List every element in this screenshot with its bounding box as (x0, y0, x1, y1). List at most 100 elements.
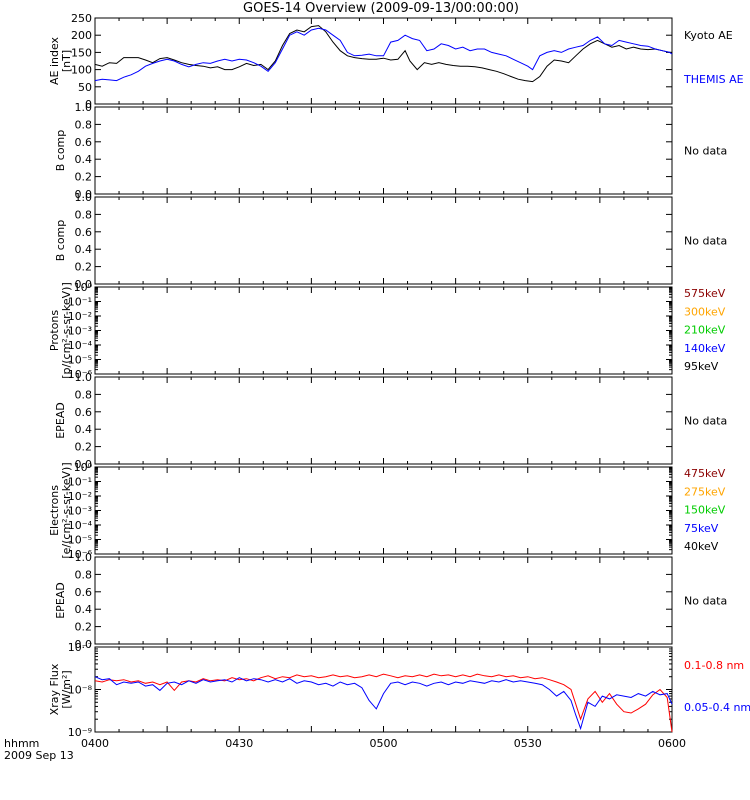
panel-frame (94, 376, 673, 465)
y-tick-label: 0.6 (75, 136, 93, 149)
panel-frame (94, 106, 673, 195)
series-legend-label: THEMIS AE (683, 73, 744, 86)
y-tick-label: 0.4 (75, 603, 93, 616)
y-tick-label: 0.4 (75, 243, 93, 256)
y-tick-label: 10⁻⁷ (68, 641, 92, 654)
y-tick-label: 1.0 (75, 551, 93, 564)
y-tick-label: 0.8 (75, 118, 93, 131)
y-tick-label: 250 (71, 12, 92, 25)
panel-frame (94, 17, 673, 105)
y-tick-label: 10⁻⁶ (68, 548, 93, 561)
y-tick-label: 0.0 (75, 278, 93, 291)
y-tick-label: 10⁻⁸ (68, 684, 93, 697)
y-axis-label-line: AE index (48, 36, 61, 85)
y-tick-label: 0.0 (75, 638, 93, 651)
y-axis-label-line: B comp (54, 130, 67, 172)
legend-label: 150keV (684, 504, 726, 517)
y-axis-label-line: EPEAD (54, 582, 67, 619)
y-axis-label-line: [nT] (60, 50, 73, 72)
y-tick-label: 0.8 (75, 568, 93, 581)
y-axis-label-line: [W/m²] (60, 670, 73, 708)
panel-8: 10⁻⁹ 10⁻⁸ 10⁻⁷ Xray Flux[W/m²] 0.1-0.8 nm 0.0… (48, 641, 750, 739)
legend-label: 300keV (684, 305, 726, 318)
no-data-label: No data (684, 415, 727, 428)
x-tick-label: 0400 (81, 737, 109, 750)
y-tick-label: 10⁻⁶ (68, 368, 93, 381)
panel-5: 0.0 0.2 0.4 0.6 0.8 1.0 EPEAD No data (54, 371, 727, 471)
y-tick-label: 0.2 (75, 621, 93, 634)
y-axis-label: B comp (54, 220, 67, 262)
series-legend-label: 0.05-0.4 nm (684, 701, 750, 714)
series-legend-label: 0.1-0.8 nm (684, 659, 744, 672)
no-data-label: No data (684, 595, 727, 608)
y-tick-label: 200 (71, 29, 92, 42)
panel-4: 10⁻⁶10⁻⁵ 10⁻⁴10⁻³ 10⁻²10⁻¹ 10⁰Protons[p/(cm… (48, 281, 726, 381)
x-tick-label: 0600 (658, 737, 686, 750)
series-line (94, 27, 673, 82)
x-tick-label: 0500 (370, 737, 398, 750)
y-tick-label: 0.0 (75, 188, 93, 201)
y-tick-label: 0.6 (75, 586, 93, 599)
y-tick-label: 10⁻³ (68, 505, 92, 518)
y-tick-label: 10⁻⁵ (68, 534, 92, 547)
x-axis-label-date: 2009 Sep 13 (4, 749, 74, 762)
x-axis: hhmm 2009 Sep 13 0400 0430 0500 0530 0600 (4, 737, 686, 762)
plot-title: GOES-14 Overview (2009-09-13/00:00:00) (243, 1, 519, 16)
y-axis-label-line: B comp (54, 220, 67, 262)
y-tick-label: 10⁻² (68, 310, 92, 323)
panels: 0 50 100 150 200 250 AE index[nT] Kyoto AE THEMI… (48, 12, 750, 739)
y-tick-label: 0.6 (75, 406, 93, 419)
y-tick-label: 100 (71, 64, 92, 77)
y-tick-label: 1.0 (75, 101, 93, 114)
series-line (94, 25, 672, 83)
y-tick-label: 0.4 (75, 153, 93, 166)
y-tick-label: 1.0 (75, 371, 93, 384)
y-tick-label: 0 (85, 98, 92, 111)
panel-frame (94, 646, 673, 733)
no-data-label: No data (684, 145, 727, 158)
legend-label: 275keV (684, 485, 726, 498)
y-tick-label: 1.0 (75, 191, 93, 204)
y-axis-label: Xray Flux[W/m²] (48, 663, 73, 715)
no-data-label: No data (684, 235, 727, 248)
legend-label: 95keV (684, 360, 719, 373)
legend-label: 210keV (684, 324, 726, 337)
y-axis-label-line: [e/(cm²-s-sr-keV)] (60, 462, 73, 558)
panel-2: 0.0 0.2 0.4 0.6 0.8 1.0 B comp No data (54, 101, 727, 201)
y-axis-label: Protons[p/(cm²-s-sr-keV)] (48, 282, 73, 379)
panel-frame (94, 556, 673, 645)
y-axis-label: EPEAD (54, 582, 67, 619)
y-axis-label-line: EPEAD (54, 402, 67, 439)
y-tick-label: 10⁻⁵ (68, 354, 92, 367)
y-tick-label: 0.0 (75, 458, 93, 471)
y-tick-label: 10⁻³ (68, 325, 92, 338)
y-tick-label: 150 (71, 46, 92, 59)
series-line (94, 676, 673, 731)
y-tick-label: 10⁻⁹ (68, 726, 92, 739)
y-axis-label: B comp (54, 130, 67, 172)
y-tick-label: 0.6 (75, 226, 93, 239)
y-tick-label: 10⁻⁴ (68, 339, 93, 352)
series-legend-label: Kyoto AE (684, 29, 733, 42)
legend-label: 475keV (684, 467, 726, 480)
y-tick-label: 10⁰ (74, 281, 93, 294)
panel-6: 10⁻⁶10⁻⁵10⁻⁴10⁻³10⁻²10⁻¹10⁰Electrons[e/(… (48, 461, 726, 561)
y-axis-label: Electrons[e/(cm²-s-sr-keV)] (48, 462, 73, 558)
panel-frame (94, 466, 673, 555)
x-axis-label-hhmm: hhmm (4, 737, 39, 750)
y-tick-label: 0.2 (75, 261, 93, 274)
y-axis-label-line: Protons (48, 310, 61, 351)
legend-label: 75keV (684, 522, 719, 535)
y-axis-label-line: Xray Flux (48, 663, 61, 715)
series-line (94, 673, 673, 733)
y-tick-label: 0.8 (75, 388, 93, 401)
y-tick-label: 0.4 (75, 423, 93, 436)
y-axis-label: AE index[nT] (48, 36, 73, 85)
panel-frame (94, 286, 673, 375)
y-tick-label: 10⁻² (68, 490, 92, 503)
y-tick-label: 10⁻¹ (68, 296, 92, 309)
panel-frame (94, 196, 673, 285)
legend-label: 40keV (684, 540, 719, 553)
x-tick-label: 0430 (225, 737, 253, 750)
